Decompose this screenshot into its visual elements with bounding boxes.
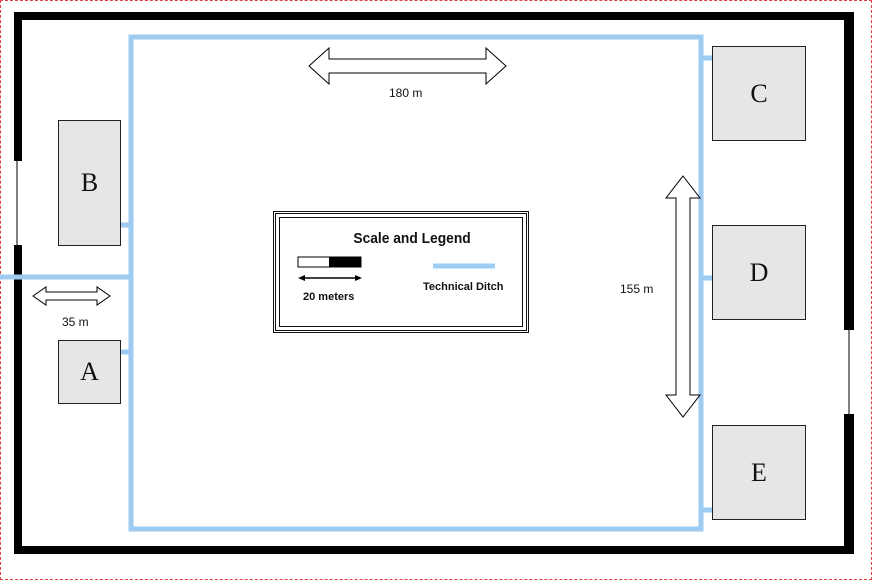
wall-left-upper [14,12,22,161]
building-d[interactable]: D [712,225,806,320]
scale-arrow-right [355,275,362,281]
scale-bar-black [329,257,361,267]
scale-label: 20 meters [303,291,355,303]
width-dimension-label: 180 m [389,86,423,100]
legend-box: Scale and Legend 20 meters Technical Dit… [273,211,529,333]
wall-bottom [14,546,854,554]
building-a[interactable]: A [58,340,121,404]
technical-ditch [0,34,713,532]
gap-dimension-arrow [32,286,111,306]
wall-right-lower [844,414,854,554]
building-c[interactable]: C [712,46,806,141]
legend-title: Scale and Legend [353,230,471,247]
height-dimension-label: 155 m [620,282,654,296]
height-dimension-arrow [664,175,702,418]
scale-arrow-left [298,275,305,281]
width-dimension-arrow [308,46,507,86]
legend-graphics [297,256,495,281]
perimeter-wall [14,12,854,554]
wall-right-upper [844,12,854,330]
wall-top [14,12,854,20]
building-e[interactable]: E [712,425,806,520]
gap-dimension-label: 35 m [62,315,89,329]
building-b[interactable]: B [58,120,121,246]
ditch-legend-label: Technical Ditch [423,281,504,293]
wall-left-lower [14,245,22,554]
ditch-loop [128,34,704,532]
